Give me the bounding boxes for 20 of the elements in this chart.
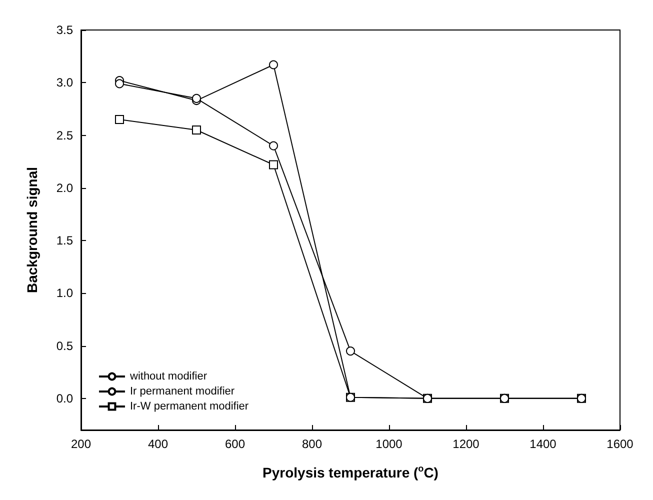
y-tick-label: 3.5 — [56, 23, 74, 37]
x-tick-label: 400 — [148, 437, 168, 451]
y-tick-label: 1.0 — [56, 286, 74, 300]
y-tick-label: 0.5 — [56, 338, 74, 353]
y-tick-label: 2.0 — [56, 180, 74, 195]
x-tick-label: 800 — [302, 437, 322, 451]
x-tick-label: 1600 — [606, 437, 634, 451]
y-axis-title: Background signal — [24, 166, 40, 294]
y-tick-label: 0.0 — [56, 391, 74, 406]
y-tick-label: 3.0 — [56, 76, 74, 90]
legend-label: without modifier — [129, 370, 208, 382]
x-tick-label: 1200 — [452, 437, 480, 451]
legend-label: Ir permanent modifier — [130, 386, 235, 398]
legend-label: Ir-W permanent modifier — [130, 400, 249, 412]
y-tick-label: 1.5 — [56, 234, 74, 248]
x-tick-label: 1400 — [530, 437, 557, 451]
y-tick-label: 2.5 — [56, 128, 74, 142]
x-tick-label: 1000 — [376, 437, 403, 451]
x-tick-label: 600 — [224, 437, 246, 451]
x-tick-label: 200 — [70, 437, 92, 451]
